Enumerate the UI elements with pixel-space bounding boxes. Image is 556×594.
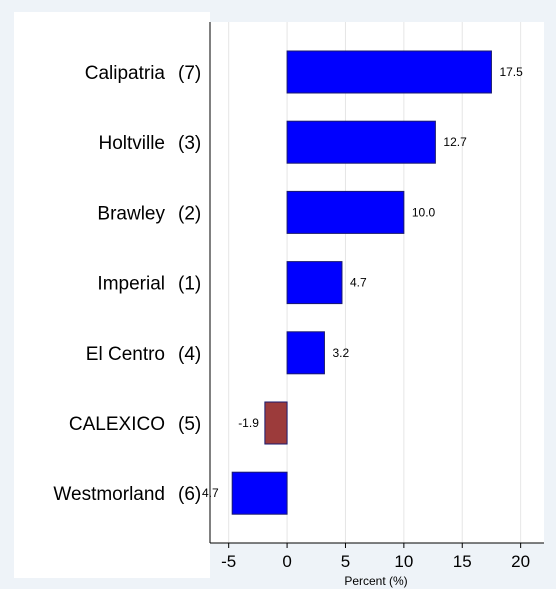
category-rank-4: (4): [178, 344, 201, 365]
value-label-4: 3.2: [332, 346, 349, 360]
bar-calexico: [264, 401, 288, 445]
category-rank-1: (3): [178, 133, 201, 154]
plot-area-background: [210, 22, 544, 543]
left-panel-background: [14, 12, 210, 578]
value-label-1: 12.7: [443, 135, 467, 149]
x-tick-label-3: 10: [394, 552, 413, 571]
value-label-2: 10.0: [412, 205, 436, 219]
x-tick-label-4: 15: [453, 552, 472, 571]
value-labels: 17.5 12.7 10.0 4.7 3.2 -1.9 4.7: [202, 65, 523, 500]
x-tick-label-1: 0: [282, 552, 291, 571]
bars: [231, 50, 492, 515]
gridlines: [228, 22, 522, 543]
category-rank-5: (5): [178, 414, 201, 435]
category-label-0: Calipatria: [85, 63, 166, 84]
category-rank-6: (6): [178, 484, 201, 505]
category-label-1: Holtville: [98, 133, 165, 154]
category-rank-2: (2): [178, 203, 201, 224]
bar-holtville: [286, 120, 436, 164]
bar-imperial: [286, 261, 343, 305]
value-label-6: 4.7: [202, 486, 219, 500]
x-axis-label: Percent (%): [344, 574, 407, 588]
value-label-3: 4.7: [350, 276, 367, 290]
category-label-6: Westmorland: [53, 484, 165, 505]
category-label-4: El Centro: [86, 344, 165, 365]
axes: -5 0 5 10 15 20: [209, 22, 544, 571]
bar-westmorland: [231, 471, 288, 515]
value-label-5: -1.9: [238, 416, 259, 430]
bar-el-centro: [286, 331, 325, 375]
category-rank-0: (7): [178, 63, 201, 84]
category-label-5: CALEXICO: [69, 414, 165, 435]
category-labels: Calipatria (7) Holtville (3) Brawley (2) Imper…: [53, 63, 201, 505]
x-tick-label-2: 5: [341, 552, 350, 571]
category-rank-3: (1): [178, 274, 201, 295]
category-label-3: Imperial: [97, 274, 165, 295]
category-label-2: Brawley: [97, 203, 165, 224]
value-label-0: 17.5: [499, 65, 523, 79]
bar-brawley: [286, 190, 405, 234]
x-tick-label-5: 20: [511, 552, 530, 571]
bar-calipatria: [286, 50, 492, 94]
x-tick-label-0: -5: [221, 552, 236, 571]
